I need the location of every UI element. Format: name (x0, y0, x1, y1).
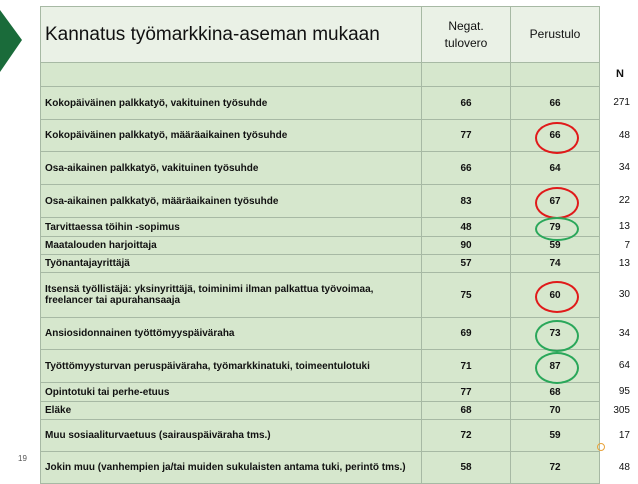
row-label: Muu sosiaaliturvaetuus (sairauspäiväraha… (40, 419, 422, 452)
table-row: Työttömyysturvan peruspäiväraha, työmark… (40, 349, 600, 383)
n-value: 48 (618, 129, 630, 141)
table-row: Eläke 68 70 (40, 401, 600, 420)
green-highlight-circle-icon (535, 217, 579, 241)
table-title: Kannatus työmarkkina-aseman mukaan (40, 6, 422, 63)
green-highlight-circle-icon (535, 319, 579, 352)
slide-number: 19 (18, 454, 27, 463)
n-value: 13 (618, 221, 630, 232)
n-value: 34 (618, 162, 630, 173)
negative-income-tax-value: 71 (421, 349, 511, 383)
n-value: 305 (613, 404, 630, 416)
table-row: Ansiosidonnainen työttömyyspäiväraha 69 73 (40, 317, 600, 350)
negative-income-tax-value: 57 (421, 254, 511, 273)
n-value: 64 (618, 360, 630, 371)
table-row: Kokopäiväinen palkkatyö, vakituinen työs… (40, 86, 600, 120)
col-header-basic-income: Perustulo (510, 6, 600, 63)
negative-income-tax-value: 66 (421, 86, 511, 120)
table-row: Kokopäiväinen palkkatyö, määräaikainen t… (40, 119, 600, 152)
negative-income-tax-value: 72 (421, 419, 511, 452)
col-header-negative-income-tax-line2: tulovero (444, 35, 488, 50)
logo-chevron-icon (0, 10, 22, 72)
table-row: Opintotuki tai perhe-etuus 77 68 (40, 382, 600, 402)
col-header-negative-income-tax-line1: Negat. (448, 19, 484, 34)
negative-income-tax-value: 66 (421, 151, 511, 185)
negative-income-tax-value: 77 (421, 382, 511, 402)
table-header-row: Kannatus työmarkkina-aseman mukaan Negat… (40, 6, 600, 63)
row-label: Opintotuki tai perhe-etuus (40, 382, 422, 402)
negative-income-tax-value: 68 (421, 401, 511, 420)
table-row: Itsensä työllistäjä: yksinyrittäjä, toim… (40, 272, 600, 318)
negative-income-tax-value: 48 (421, 217, 511, 237)
row-label: Eläke (40, 401, 422, 420)
row-label: Osa-aikainen palkkatyö, määräaikainen ty… (40, 184, 422, 218)
n-value: 48 (618, 461, 630, 473)
basic-income-value: 70 (510, 401, 600, 420)
negative-income-tax-value: 77 (421, 119, 511, 152)
n-value: 30 (618, 289, 630, 300)
row-label: Osa-aikainen palkkatyö, vakituinen työsu… (40, 151, 422, 185)
red-highlight-circle-icon (535, 281, 579, 313)
table-row: Maatalouden harjoittaja 90 59 (40, 236, 600, 255)
negative-income-tax-value: 83 (421, 184, 511, 218)
basic-income-value: 74 (510, 254, 600, 273)
row-label: Työttömyysturvan peruspäiväraha, työmark… (40, 349, 422, 383)
basic-income-value: 68 (510, 382, 600, 402)
n-value: 271 (613, 97, 630, 108)
row-label: Työnantajayrittäjä (40, 254, 422, 273)
basic-income-value: 66 (510, 86, 600, 120)
red-highlight-circle-icon (535, 121, 579, 154)
table-row: Tarvittaessa töihin -sopimus 48 79 (40, 217, 600, 237)
red-highlight-circle-icon (535, 187, 579, 219)
row-label: Kokopäiväinen palkkatyö, määräaikainen t… (40, 119, 422, 152)
basic-income-value: 64 (510, 151, 600, 185)
table-spacer-row (40, 62, 600, 87)
row-label: Kokopäiväinen palkkatyö, vakituinen työs… (40, 86, 422, 120)
support-table: Kannatus työmarkkina-aseman mukaan Negat… (40, 6, 600, 484)
row-label: Maatalouden harjoittaja (40, 236, 422, 255)
table-row: Osa-aikainen palkkatyö, määräaikainen ty… (40, 184, 600, 218)
decorative-dot-icon (597, 443, 605, 451)
row-label: Ansiosidonnainen työttömyyspäiväraha (40, 317, 422, 350)
negative-income-tax-value: 90 (421, 236, 511, 255)
negative-income-tax-value: 69 (421, 317, 511, 350)
n-value: 13 (618, 257, 630, 269)
n-value: 22 (618, 195, 630, 206)
n-value: 95 (618, 386, 630, 397)
table-row: Osa-aikainen palkkatyö, vakituinen työsu… (40, 151, 600, 185)
basic-income-value: 59 (510, 419, 600, 452)
negative-income-tax-value: 75 (421, 272, 511, 318)
n-value: 7 (624, 239, 630, 251)
row-label: Tarvittaessa töihin -sopimus (40, 217, 422, 237)
n-column-header: N (616, 68, 624, 80)
n-value: 17 (618, 429, 630, 441)
table-row: Muu sosiaaliturvaetuus (sairauspäiväraha… (40, 419, 600, 452)
table-row: Työnantajayrittäjä 57 74 (40, 254, 600, 273)
n-value: 34 (618, 327, 630, 339)
green-highlight-circle-icon (535, 352, 579, 384)
row-label: Itsensä työllistäjä: yksinyrittäjä, toim… (40, 272, 422, 318)
col-header-negative-income-tax: Negat. tulovero (421, 6, 511, 63)
